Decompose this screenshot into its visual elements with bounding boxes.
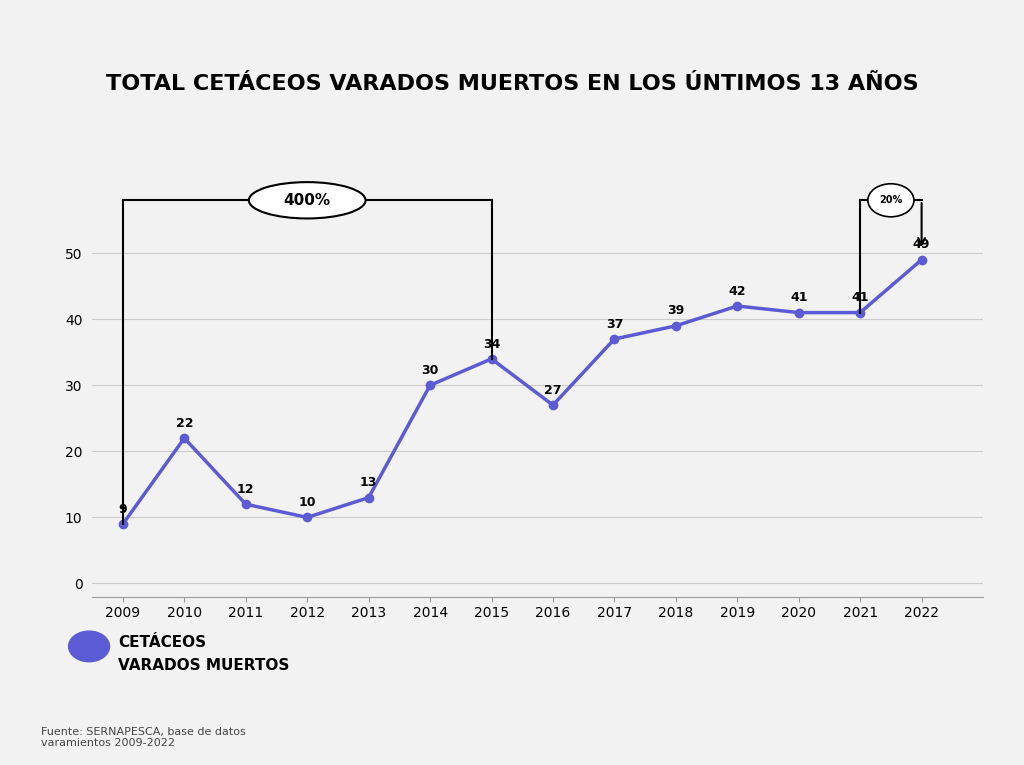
Text: 41: 41 <box>851 291 869 304</box>
Text: CETÁCEOS
VARADOS MUERTOS: CETÁCEOS VARADOS MUERTOS <box>118 636 289 672</box>
Text: 20%: 20% <box>880 195 902 205</box>
Text: 41: 41 <box>790 291 808 304</box>
Text: Fuente: SERNAPESCA, base de datos
varamientos 2009-2022: Fuente: SERNAPESCA, base de datos varami… <box>41 727 246 748</box>
Text: TOTAL CETÁCEOS VARADOS MUERTOS EN LOS ÚNTIMOS 13 AÑOS: TOTAL CETÁCEOS VARADOS MUERTOS EN LOS ÚN… <box>105 74 919 94</box>
Text: 13: 13 <box>360 477 377 490</box>
Text: 30: 30 <box>422 364 438 377</box>
Text: 400%: 400% <box>284 193 331 208</box>
Text: 9: 9 <box>119 503 127 516</box>
Text: 27: 27 <box>544 384 562 397</box>
Ellipse shape <box>249 182 366 219</box>
Text: 10: 10 <box>298 496 316 509</box>
Text: 39: 39 <box>668 304 684 317</box>
Text: 12: 12 <box>237 483 255 496</box>
Ellipse shape <box>867 184 913 216</box>
Text: 34: 34 <box>483 337 500 350</box>
Text: 22: 22 <box>175 417 194 430</box>
Text: 42: 42 <box>728 285 746 298</box>
Text: 49: 49 <box>913 239 930 252</box>
Text: 37: 37 <box>606 317 623 330</box>
